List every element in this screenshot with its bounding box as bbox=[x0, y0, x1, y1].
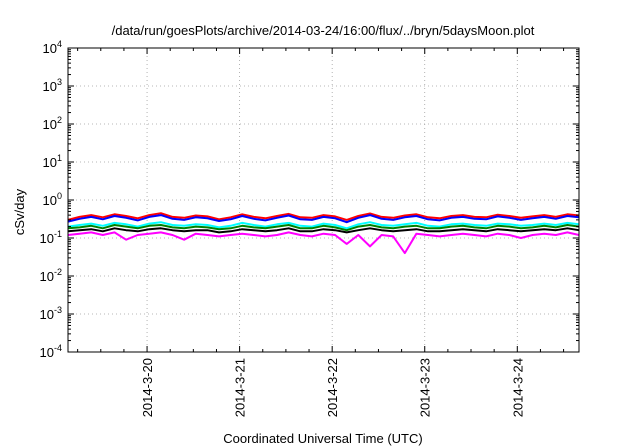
plot-frame bbox=[67, 47, 580, 353]
y-tick-label: 101 bbox=[43, 153, 62, 170]
series-line-2 bbox=[67, 214, 580, 224]
series-group bbox=[67, 212, 580, 255]
y-tick-label: 10-4 bbox=[40, 343, 62, 360]
x-tick-label: 2014-3-21 bbox=[233, 358, 248, 417]
x-axis-label: Coordinated Universal Time (UTC) bbox=[223, 431, 422, 446]
y-tick-label: 103 bbox=[43, 77, 62, 94]
series-line-5 bbox=[67, 227, 580, 234]
x-tick-label: 2014-3-23 bbox=[418, 358, 433, 417]
y-tick-label: 100 bbox=[43, 191, 62, 208]
series-line-3 bbox=[67, 221, 580, 230]
series-line-6 bbox=[67, 231, 580, 255]
grid bbox=[68, 48, 579, 352]
x-tick-label: 2014-3-22 bbox=[325, 358, 340, 417]
y-tick-label: 10-3 bbox=[40, 305, 62, 322]
series-line-1 bbox=[67, 212, 580, 221]
y-tick-label: 10-1 bbox=[40, 229, 62, 246]
y-tick-label: 104 bbox=[43, 39, 62, 56]
chart-title: /data/run/goesPlots/archive/2014-03-24/1… bbox=[112, 23, 535, 38]
y-tick-label: 10-2 bbox=[40, 267, 62, 284]
y-axis-label: cSv/day bbox=[12, 188, 27, 235]
x-tick-label: 2014-3-24 bbox=[510, 358, 525, 417]
y-tick-label: 102 bbox=[43, 115, 62, 132]
x-tick-label: 2014-3-20 bbox=[140, 358, 155, 417]
series-line-4 bbox=[67, 224, 580, 232]
